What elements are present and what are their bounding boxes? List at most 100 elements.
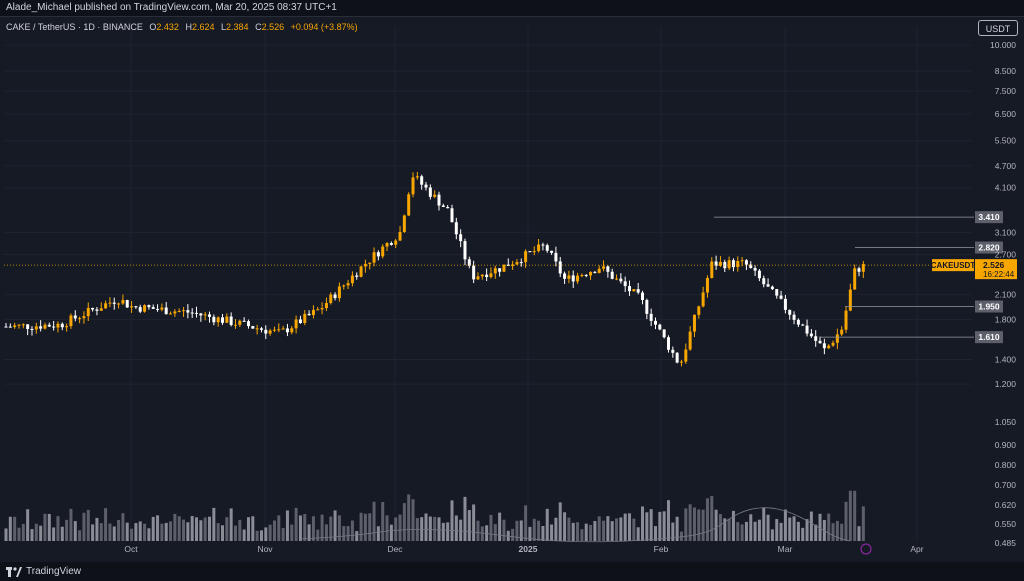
- grid-lines: [4, 27, 972, 541]
- level-label: 1.610: [978, 332, 1000, 342]
- candle-body: [749, 264, 753, 268]
- candle-body: [108, 302, 112, 304]
- volume-bar: [679, 531, 683, 541]
- volume-bar: [385, 515, 389, 541]
- volume-bar: [342, 526, 346, 541]
- candle-body: [190, 312, 194, 314]
- candle-body: [857, 268, 861, 272]
- volume-bar: [350, 520, 354, 541]
- volume-bar: [571, 522, 575, 541]
- candle-body: [524, 251, 528, 263]
- price-tick-label: 4.100: [995, 183, 1017, 193]
- candle-body: [649, 313, 653, 321]
- volume-bar: [718, 514, 722, 541]
- currency-button[interactable]: USDT: [978, 20, 1018, 36]
- candle-body: [221, 317, 224, 323]
- volume-bar: [117, 519, 121, 541]
- candle-body: [368, 262, 372, 264]
- candle-body: [156, 308, 160, 310]
- candle-body: [125, 300, 129, 308]
- price-tick-label: 1.800: [995, 314, 1017, 324]
- time-tick-label: Feb: [654, 544, 669, 554]
- candle-body: [701, 292, 705, 307]
- volume-bar: [597, 516, 601, 541]
- candle-body: [164, 307, 168, 315]
- candle-body: [195, 312, 199, 314]
- candle-body: [173, 311, 177, 314]
- candle-body: [8, 326, 12, 328]
- candle-body: [117, 303, 121, 305]
- candle-body: [692, 314, 696, 332]
- volume-bar: [593, 521, 597, 541]
- price-axis: 10.000 8.500 7.500 6.500 5.500 4.700 4.100 3.10…: [990, 40, 1016, 548]
- candle-body: [493, 268, 497, 274]
- volume-bar: [844, 501, 848, 541]
- tradingview-logo[interactable]: TradingView: [6, 562, 81, 581]
- volume-bar: [827, 513, 831, 541]
- volume-bar: [766, 514, 770, 541]
- candle-body: [480, 274, 484, 277]
- candle-body: [550, 250, 554, 253]
- candle-body: [563, 273, 567, 279]
- candle-body: [788, 309, 792, 315]
- volume-tick-label: 0.800: [995, 460, 1017, 470]
- candle-body: [558, 261, 562, 274]
- volume-bar: [394, 517, 398, 541]
- candle-body: [554, 252, 558, 262]
- candle-body: [415, 176, 419, 178]
- candle-body: [69, 315, 73, 327]
- volume-bar: [532, 518, 536, 541]
- volume-bar: [853, 490, 857, 541]
- volume-bar: [121, 513, 125, 541]
- candle-body: [73, 315, 77, 319]
- candle-body: [840, 329, 844, 335]
- candle-body: [56, 323, 60, 328]
- volume-bar: [731, 510, 735, 541]
- volume-bar: [320, 514, 324, 541]
- volume-bar: [359, 512, 363, 541]
- volume-bar: [78, 530, 82, 541]
- candle-body: [498, 268, 502, 272]
- volume-bar: [56, 516, 60, 541]
- candle-body: [372, 252, 376, 263]
- volume-bar: [208, 516, 212, 541]
- candle-body: [736, 261, 740, 268]
- candle-body: [229, 316, 233, 325]
- candle-body: [814, 336, 818, 341]
- volume-bar: [216, 523, 220, 541]
- volume-bar: [801, 527, 805, 541]
- candle-body: [697, 306, 701, 315]
- time-tick-label: Dec: [387, 544, 403, 554]
- volume-bar: [489, 514, 493, 541]
- candle-body: [580, 275, 584, 277]
- candle-body: [268, 330, 272, 334]
- volume-bar: [47, 513, 51, 541]
- chart-frame[interactable]: 3.410 2.820 1.950 1.610 CAKEUSDT 2.526 16:22:4…: [0, 16, 1024, 562]
- candle-body: [389, 243, 393, 245]
- candle-body: [762, 278, 766, 285]
- candle-body: [584, 275, 588, 277]
- candle-body: [537, 244, 541, 252]
- volume-bar: [584, 523, 588, 541]
- candle-body: [437, 194, 441, 206]
- candle-body: [169, 313, 173, 315]
- tradingview-icon: [6, 566, 22, 577]
- candle-body: [731, 260, 735, 268]
- volume-tick-label: 0.485: [995, 538, 1017, 548]
- volume-bar: [632, 518, 636, 541]
- volume-bar: [337, 515, 341, 541]
- volume-moving-average: [299, 507, 851, 543]
- candle-body: [160, 307, 164, 310]
- candle-body: [450, 208, 454, 223]
- candle-body: [43, 324, 47, 329]
- candle-body: [34, 326, 38, 330]
- volume-bar: [182, 519, 186, 541]
- candle-body: [290, 328, 294, 333]
- candle-body: [433, 194, 437, 197]
- volume-bar: [82, 512, 86, 541]
- candle-body: [272, 329, 276, 331]
- candle-body: [532, 251, 536, 253]
- symbol-name: CAKE / TetherUS · 1D · BINANCE: [6, 22, 143, 32]
- candle-body: [65, 326, 69, 328]
